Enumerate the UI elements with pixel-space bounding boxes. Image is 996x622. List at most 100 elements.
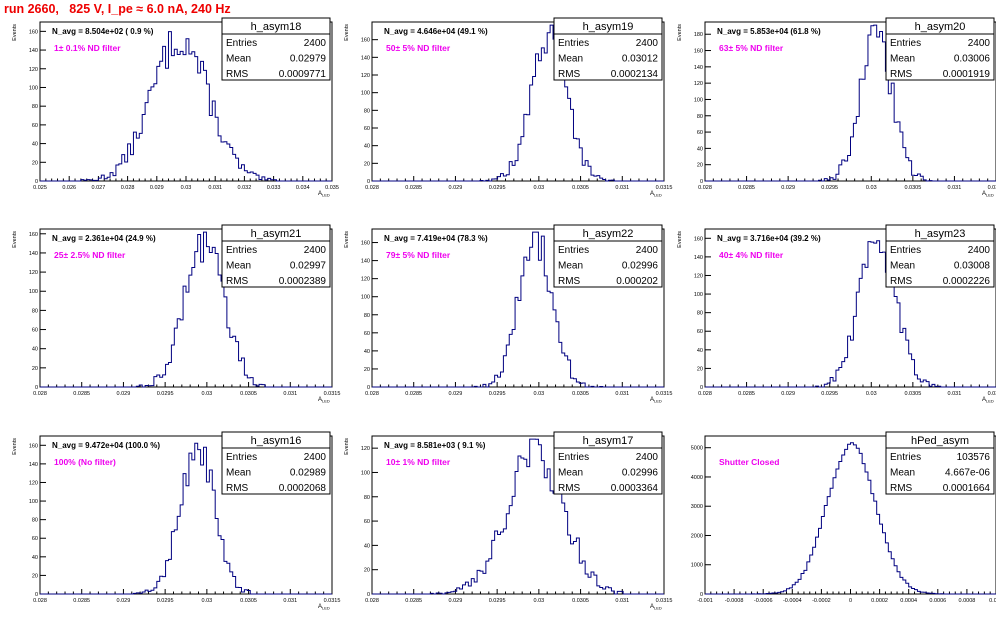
h_asym16-frame (39, 435, 333, 595)
h_asym19-stats-rms-value: 0.0002134 (611, 69, 659, 80)
h_asym19-ylabel: Events (344, 24, 350, 41)
h_asym19-frame (371, 21, 665, 182)
h_asym22-xtick-label: 0.03 (533, 391, 544, 397)
h_asym20-frame (704, 21, 996, 182)
h_asym19-ytick-label: 160 (361, 38, 370, 44)
h_asym16-xtick-label: 0.03 (201, 598, 212, 604)
h_asym19-ytick-label: 0 (367, 179, 370, 185)
h_asym20-stats-box (885, 17, 995, 81)
h_asym16-ytick-label: 140 (29, 462, 38, 468)
h_asym21-xtick-label: 0.028 (33, 391, 47, 397)
h_asym22-stats-mean-value: 0.02996 (622, 261, 659, 272)
h_asym20-stats-entries-value: 2400 (968, 38, 991, 49)
h_asym22-stats-rms-label: RMS (558, 276, 581, 287)
h_asym22-ytick-label: 0 (367, 385, 370, 391)
h_asym19-stats-title: h_asym19 (583, 21, 634, 33)
h_asym18-ytick-label: 140 (29, 48, 38, 54)
h_asym20-xtick-label: 0.0315 (988, 185, 996, 191)
h_asym23-stats-rms-value: 0.0002226 (943, 276, 991, 287)
h_asym22-ytick-label: 60 (364, 331, 370, 337)
h_asym20-xtick-label: 0.029 (781, 185, 795, 191)
h_asym17-ytick-label: 0 (367, 592, 370, 598)
hPed_asym-stats-mean-value: 4.667e-06 (945, 468, 990, 479)
h_asym18-xtick-label: 0.026 (62, 185, 76, 191)
h_asym19-xtick-label: 0.028 (365, 185, 379, 191)
h_asym19-stats-mean-value: 0.03012 (622, 54, 659, 65)
h_asym22-ytick-label: 160 (361, 241, 370, 247)
hPed_asym-xtick-label: 0.0006 (929, 598, 946, 604)
h_asym22-ytick-label: 140 (361, 259, 370, 265)
h_asym16-ytick-label: 0 (35, 592, 38, 598)
h_asym19-xtick-label: 0.031 (615, 185, 629, 191)
h_asym23-histogram (705, 240, 996, 388)
h_asym20-ytick-label: 180 (694, 32, 703, 38)
hPed_asym-ytick-label: 4000 (691, 475, 703, 481)
h_asym18-xtick-label: 0.025 (33, 185, 47, 191)
h_asym22-histogram (372, 231, 664, 388)
h_asym23-xtick-label: 0.0315 (988, 391, 996, 397)
h_asym20-stats-mean-label: Mean (890, 54, 915, 65)
h_asym20-ytick-label: 120 (694, 81, 703, 87)
h_asym16-ylabel: Events (12, 438, 18, 455)
hPed_asym-ytick-label: 0 (700, 592, 703, 598)
h_asym20-xlabel: ALED (982, 191, 994, 198)
h_asym16-stats-entries-label: Entries (226, 452, 257, 463)
hPed_asym-stats-mean-label: Mean (890, 468, 915, 479)
h_asym22-xtick-label: 0.029 (449, 391, 463, 397)
h_asym18-stats-mean-label: Mean (226, 54, 251, 65)
h_asym18-ytick-label: 80 (32, 104, 38, 110)
h_asym16-histogram (40, 442, 332, 595)
h_asym18-xtick-label: 0.035 (325, 185, 339, 191)
h_asym23-xtick-label: 0.03 (866, 391, 877, 397)
h_asym18-ytick-label: 120 (29, 67, 38, 73)
hPed_asym-ytick-label: 5000 (691, 446, 703, 452)
h_asym19-stats-rms-label: RMS (558, 69, 581, 80)
h_asym17-stats-mean-value: 0.02996 (622, 468, 659, 479)
h_asym17-ytick-label: 60 (364, 519, 370, 525)
h_asym19-xtick-label: 0.0295 (489, 185, 506, 191)
h_asym16-filter-label: 100% (No filter) (54, 457, 116, 467)
h_asym23-stats-mean-label: Mean (890, 261, 915, 272)
h_asym21-stats-entries-value: 2400 (304, 245, 327, 256)
h_asym19-xtick-label: 0.0315 (656, 185, 673, 191)
h_asym23-stats-title: h_asym23 (915, 228, 966, 240)
h_asym23-xtick-label: 0.0295 (821, 391, 838, 397)
h_asym23-ytick-label: 100 (694, 292, 703, 298)
h_asym22-stats-mean-label: Mean (558, 261, 583, 272)
h_asym23-ytick-label: 40 (697, 348, 703, 354)
h_asym16-stats-rms-value: 0.0002068 (279, 483, 327, 494)
h_asym23-xlabel: ALED (982, 397, 994, 404)
h_asym18-xtick-label: 0.032 (238, 185, 252, 191)
h_asym21-stats-title: h_asym21 (251, 228, 302, 240)
h_asym16-xtick-label: 0.031 (283, 598, 297, 604)
h_asym21-stats-mean-value: 0.02997 (290, 261, 327, 272)
h_asym16-xtick-label: 0.028 (33, 598, 47, 604)
h_asym18-ytick-label: 40 (32, 142, 38, 148)
h_asym20-ytick-label: 20 (697, 163, 703, 169)
h_asym20-ytick-label: 80 (697, 114, 703, 120)
h_asym21-xtick-label: 0.0295 (157, 391, 174, 397)
h_asym17-stats-title: h_asym17 (583, 435, 634, 447)
h_asym17-xtick-label: 0.0305 (572, 598, 589, 604)
h_asym17-ytick-label: 80 (364, 495, 370, 501)
h_asym16-ytick-label: 160 (29, 443, 38, 449)
hPed_asym-stats-entries-label: Entries (890, 452, 921, 463)
h_asym19-histogram (372, 24, 664, 182)
h_asym23-stats-entries-label: Entries (890, 245, 921, 256)
h_asym20-xtick-label: 0.03 (866, 185, 877, 191)
h_asym20-stats-title: h_asym20 (915, 21, 966, 33)
h_asym20-ytick-label: 40 (697, 146, 703, 152)
h_asym21-xtick-label: 0.0315 (324, 391, 341, 397)
h_asym17-xtick-label: 0.0285 (405, 598, 422, 604)
h_asym20-stats-rms-value: 0.0001919 (943, 69, 991, 80)
h_asym19-ytick-label: 80 (364, 108, 370, 114)
h_asym22-frame (371, 228, 665, 388)
h_asym22-ytick-label: 120 (361, 277, 370, 283)
h_asym17-xtick-label: 0.03 (533, 598, 544, 604)
h_asym23-stats-box (885, 224, 995, 288)
h_asym16-xtick-label: 0.0295 (157, 598, 174, 604)
h_asym17-xtick-label: 0.0315 (656, 598, 673, 604)
h_asym16-ytick-label: 40 (32, 555, 38, 561)
h_asym21-ytick-label: 100 (29, 289, 38, 295)
